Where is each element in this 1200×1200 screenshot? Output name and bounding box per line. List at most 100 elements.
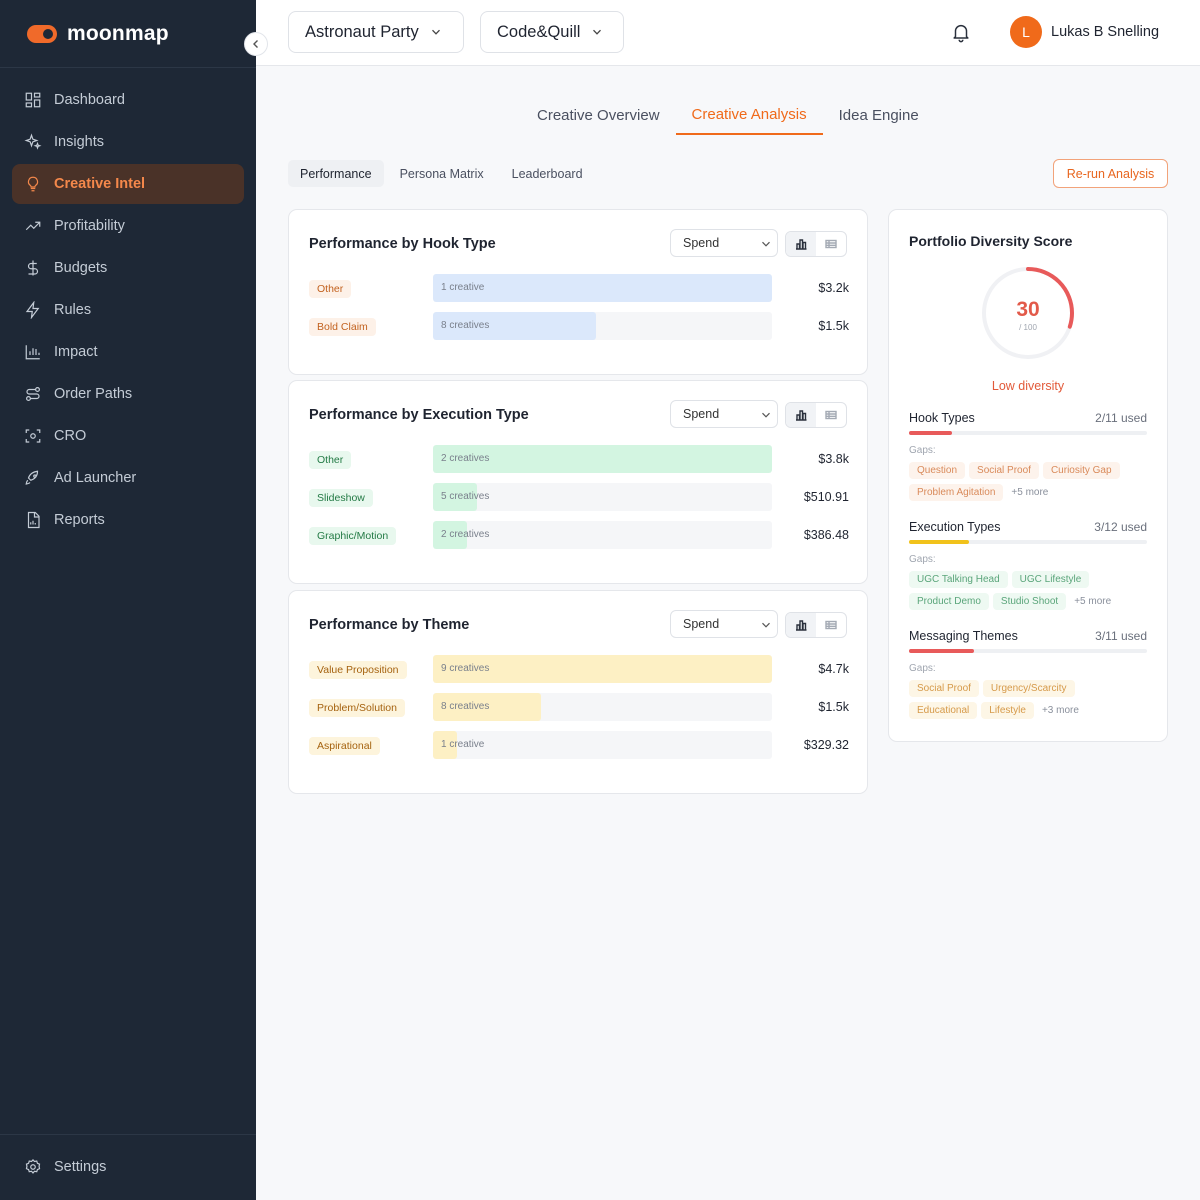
- bar-fill: [433, 445, 772, 473]
- gap-chip[interactable]: Educational: [909, 702, 978, 719]
- gap-chips: UGC Talking Head UGC Lifestyle Product Dem…: [909, 571, 1147, 615]
- rerun-analysis-button[interactable]: Re-run Analysis: [1053, 159, 1168, 188]
- metric-select[interactable]: Spend: [670, 400, 778, 428]
- sidebar-item-order-paths[interactable]: Order Paths: [12, 374, 244, 414]
- metric-select[interactable]: Spend: [670, 229, 778, 257]
- more-gaps-link[interactable]: +5 more: [1011, 487, 1049, 498]
- chart-view-button[interactable]: [786, 613, 816, 637]
- rocket-icon: [25, 470, 39, 485]
- sidebar-item-reports[interactable]: Reports: [12, 500, 244, 540]
- performance-card-performance-by-execution-type: Performance by Execution Type Spend Other 2…: [288, 380, 868, 584]
- table-view-button[interactable]: [816, 403, 846, 427]
- sidebar-item-profitability[interactable]: Profitability: [12, 206, 244, 246]
- gap-chip[interactable]: Curiosity Gap: [1042, 462, 1120, 479]
- sidebar-item-impact[interactable]: Impact: [12, 332, 244, 372]
- moonmap-logo-icon: [27, 24, 57, 43]
- more-gaps-link[interactable]: +3 more: [1041, 705, 1079, 716]
- bar-value: $4.7k: [818, 662, 849, 676]
- usage-fill: [909, 649, 974, 653]
- section-name: Hook Types: [909, 411, 975, 425]
- user-name[interactable]: Lukas B Snelling: [1051, 24, 1160, 40]
- bar-value: $510.91: [803, 490, 849, 504]
- gap-chip[interactable]: Problem Agitation: [909, 484, 1004, 501]
- performance-card-performance-by-theme: Performance by Theme Spend Value Propositi…: [288, 590, 868, 794]
- bar-track: 9 creatives: [433, 655, 772, 683]
- more-gaps-link[interactable]: +5 more: [1074, 596, 1112, 607]
- gap-chip[interactable]: Product Demo: [909, 593, 989, 610]
- gaps-label: Gaps:: [909, 445, 936, 456]
- gap-chip[interactable]: Lifestyle: [981, 702, 1034, 719]
- diversity-section-messaging-themes: Messaging Themes 3/11 used Gaps: Social Pro…: [909, 629, 1147, 724]
- category-pill: Graphic/Motion: [309, 527, 397, 545]
- sidebar-item-label: Insights: [54, 134, 104, 150]
- sidebar-item-label: Rules: [54, 302, 92, 318]
- metric-select-value: Spend: [683, 236, 720, 250]
- sidebar-item-label: Creative Intel: [54, 176, 146, 192]
- scan-icon: [25, 429, 41, 443]
- workspace-dropdown[interactable]: Astronaut Party: [288, 11, 464, 53]
- category-pill: Slideshow: [309, 489, 373, 507]
- chevron-down-icon: [431, 29, 440, 35]
- sidebar-collapse-button[interactable]: [244, 32, 268, 56]
- sidebar-item-label: Impact: [54, 344, 98, 360]
- sidebar-item-creative-intel[interactable]: Creative Intel: [12, 164, 244, 204]
- chart-view-button[interactable]: [786, 403, 816, 427]
- chart-view-button[interactable]: [786, 232, 816, 256]
- section-used: 3/12 used: [1094, 520, 1147, 534]
- sidebar-item-label: Order Paths: [54, 386, 133, 402]
- section-used: 2/11 used: [1095, 411, 1147, 425]
- sidebar-item-cro[interactable]: CRO: [12, 416, 244, 456]
- brand-dropdown[interactable]: Code&Quill: [480, 11, 624, 53]
- bar-fill: [433, 731, 457, 759]
- performance-row: Slideshow 5 creatives $510.91: [309, 483, 849, 511]
- gear-icon: [25, 1158, 41, 1174]
- gap-chip[interactable]: Question: [909, 462, 966, 479]
- brand-logo[interactable]: moonmap: [0, 0, 256, 68]
- section-name: Messaging Themes: [909, 629, 1018, 643]
- bar-chart-view-icon: [796, 410, 807, 421]
- metric-select[interactable]: Spend: [670, 610, 778, 638]
- table-view-icon: [825, 239, 837, 249]
- tab-creative-analysis[interactable]: Creative Analysis: [675, 96, 823, 135]
- diversity-title: Portfolio Diversity Score: [909, 233, 1073, 249]
- sidebar-item-label: CRO: [54, 428, 87, 444]
- usage-track: [909, 540, 1147, 544]
- bell-icon[interactable]: [950, 21, 972, 43]
- performance-card-performance-by-hook-type: Performance by Hook Type Spend Other 1 crea…: [288, 209, 868, 375]
- table-view-button[interactable]: [816, 232, 846, 256]
- sidebar-item-budgets[interactable]: Budgets: [12, 248, 244, 288]
- subtab-persona-matrix[interactable]: Persona Matrix: [399, 166, 484, 181]
- section-used: 3/11 used: [1095, 629, 1147, 643]
- gap-chip[interactable]: UGC Talking Head: [909, 571, 1008, 588]
- sidebar-item-rules[interactable]: Rules: [12, 290, 244, 330]
- avatar[interactable]: L: [1010, 16, 1042, 48]
- route-icon: [26, 387, 40, 401]
- sidebar-item-dashboard[interactable]: Dashboard: [12, 80, 244, 120]
- performance-row: Other 1 creative $3.2k: [309, 274, 849, 302]
- top-bar: Astronaut Party Code&Quill L Lukas B Sne…: [256, 0, 1200, 66]
- sidebar-item-ad-launcher[interactable]: Ad Launcher: [12, 458, 244, 498]
- workspace-dropdown-value: Astronaut Party: [305, 22, 419, 41]
- report-icon: [27, 511, 40, 529]
- usage-fill: [909, 431, 953, 435]
- sidebar-footer: Settings: [0, 1134, 256, 1200]
- sidebar-item-label: Profitability: [54, 218, 125, 234]
- tab-idea-engine[interactable]: Idea Engine: [838, 106, 919, 124]
- gap-chip[interactable]: Urgency/Scarcity: [982, 680, 1075, 697]
- bar-track: 2 creatives: [433, 521, 772, 549]
- sidebar-item-insights[interactable]: Insights: [12, 122, 244, 162]
- gap-chip[interactable]: Social Proof: [969, 462, 1039, 479]
- bar-track: 8 creatives: [433, 312, 772, 340]
- table-view-button[interactable]: [816, 613, 846, 637]
- bar-count-label: 8 creatives: [441, 701, 490, 712]
- gap-chip[interactable]: Social Proof: [909, 680, 979, 697]
- subtab-leaderboard[interactable]: Leaderboard: [511, 166, 583, 181]
- subtab-performance[interactable]: Performance: [288, 160, 384, 187]
- tab-creative-overview[interactable]: Creative Overview: [537, 106, 660, 124]
- gap-chip[interactable]: Studio Shoot: [992, 593, 1067, 610]
- sidebar-item-settings[interactable]: Settings: [12, 1147, 244, 1187]
- bar-track: 5 creatives: [433, 483, 772, 511]
- sparkle-icon: [24, 133, 42, 150]
- gap-chip[interactable]: UGC Lifestyle: [1011, 571, 1090, 588]
- chevron-down-icon: [762, 412, 770, 418]
